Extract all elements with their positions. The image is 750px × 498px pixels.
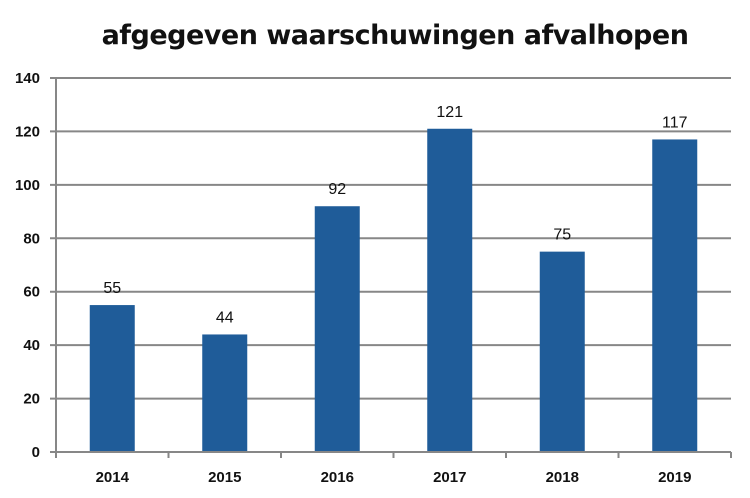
x-tick-label: 2015	[208, 469, 241, 486]
chart-title: afgegeven waarschuwingen afvalhopen	[101, 20, 689, 51]
bars	[89, 128, 698, 452]
data-label-2019: 117	[662, 114, 688, 131]
y-tick-label: 100	[15, 177, 40, 194]
y-axis: 0 20 40 60 80 100 120 140	[15, 70, 57, 461]
bar-2017	[427, 128, 473, 452]
bar-2018	[539, 251, 585, 452]
y-tick-label: 80	[23, 230, 40, 247]
bar-2019	[652, 139, 698, 452]
x-axis: 2014 2015 2016 2017 2018 2019	[50, 451, 732, 486]
x-tick-label: 2019	[658, 469, 691, 486]
gridlines	[50, 77, 731, 400]
bar-2014	[89, 305, 135, 452]
y-tick-label: 20	[23, 391, 40, 408]
data-label-2015: 44	[216, 309, 234, 326]
x-tick-label: 2016	[321, 469, 354, 486]
bar-2015	[202, 334, 248, 452]
y-tick-label: 0	[32, 444, 40, 461]
x-tick-label: 2014	[96, 469, 130, 486]
x-tick-label: 2017	[433, 469, 466, 486]
x-tick-label: 2018	[546, 469, 579, 486]
y-tick-label: 120	[15, 123, 40, 140]
data-label-2016: 92	[328, 181, 346, 198]
y-tick-label: 40	[23, 337, 40, 354]
y-tick-label: 140	[15, 70, 40, 87]
data-label-2018: 75	[553, 227, 571, 244]
data-label-2017: 121	[436, 104, 463, 121]
y-tick-label: 60	[23, 284, 40, 301]
bar-2016	[314, 206, 360, 452]
data-labels: 55 44 92 121 75 117	[103, 104, 687, 327]
data-label-2014: 55	[103, 280, 121, 297]
